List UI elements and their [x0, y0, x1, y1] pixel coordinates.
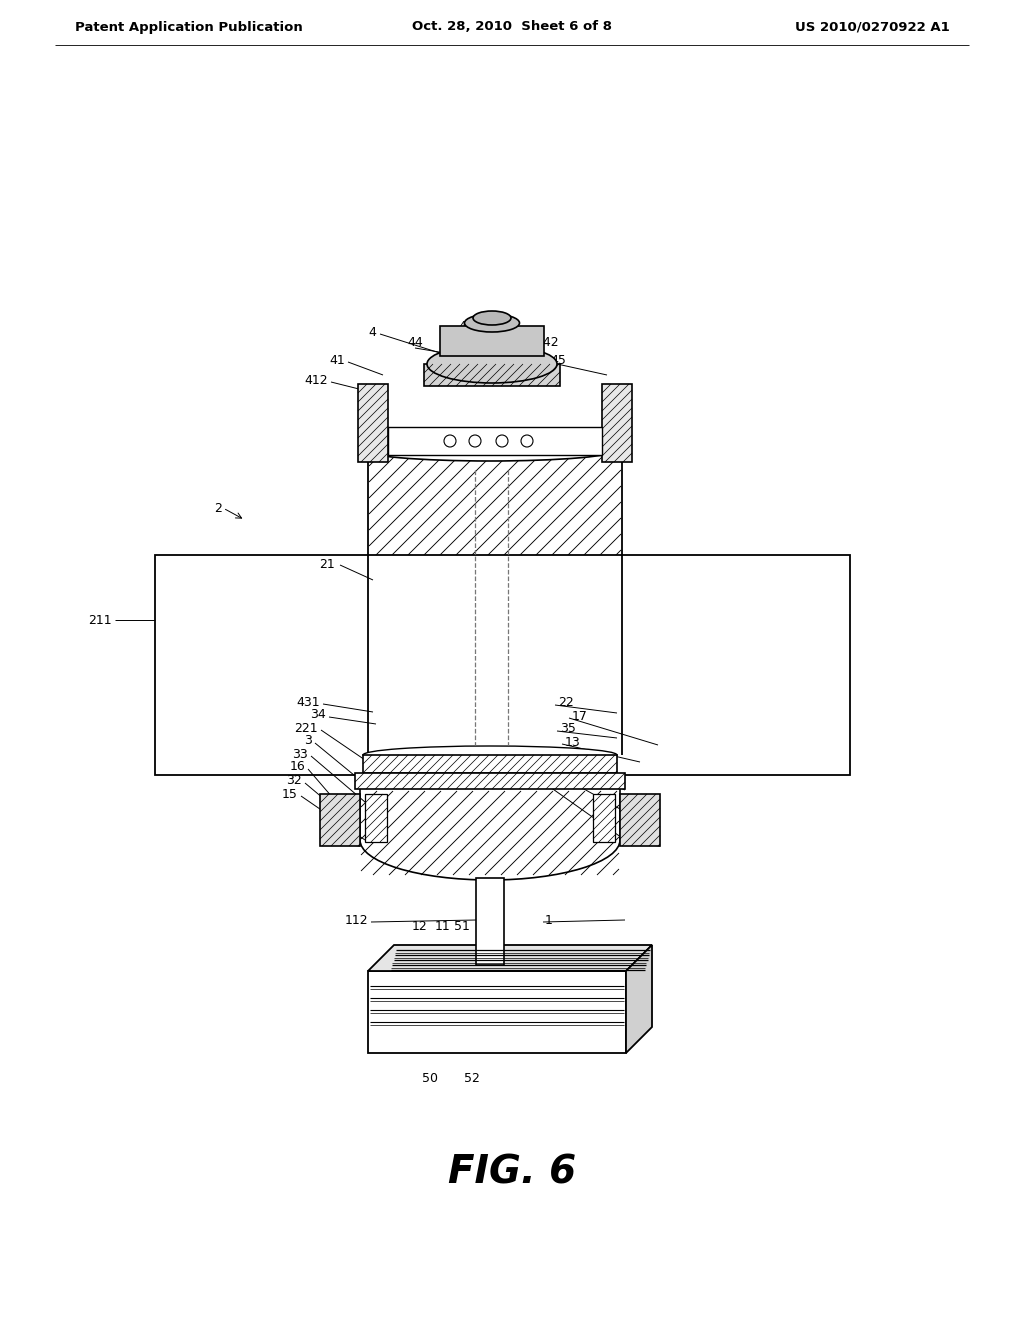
Bar — [365, 795, 387, 842]
Bar — [424, 364, 560, 385]
Bar — [388, 426, 602, 455]
Text: 21: 21 — [319, 558, 335, 572]
Text: 1: 1 — [545, 913, 553, 927]
Text: 41: 41 — [330, 354, 345, 367]
Text: 50: 50 — [422, 1072, 438, 1085]
Text: 35: 35 — [560, 722, 575, 735]
Text: 33: 33 — [292, 747, 308, 760]
Ellipse shape — [465, 314, 519, 333]
Text: US 2010/0270922 A1: US 2010/0270922 A1 — [796, 21, 950, 33]
Text: 14: 14 — [553, 779, 568, 792]
Text: 12: 12 — [412, 920, 428, 933]
Bar — [440, 326, 544, 356]
Text: 442: 442 — [535, 335, 559, 348]
Text: 412: 412 — [304, 374, 328, 387]
Bar — [358, 384, 388, 462]
Text: FIG. 6: FIG. 6 — [447, 1152, 577, 1191]
Text: 42: 42 — [447, 335, 463, 348]
Text: 112: 112 — [344, 913, 368, 927]
Bar — [476, 878, 504, 965]
Bar — [155, 554, 850, 775]
Text: 13: 13 — [565, 735, 581, 748]
Bar — [620, 795, 660, 846]
Ellipse shape — [473, 312, 511, 325]
Text: 22: 22 — [558, 697, 573, 710]
Text: 16: 16 — [289, 760, 305, 774]
Text: 15: 15 — [283, 788, 298, 800]
Text: 17: 17 — [572, 710, 588, 722]
Circle shape — [496, 436, 508, 447]
Text: 52: 52 — [464, 1072, 480, 1085]
Bar — [602, 384, 632, 462]
Bar — [319, 795, 360, 846]
Text: 443: 443 — [458, 321, 482, 334]
Bar — [362, 755, 617, 774]
Text: 2: 2 — [214, 502, 222, 515]
Text: 51: 51 — [454, 920, 470, 933]
Text: Patent Application Publication: Patent Application Publication — [75, 21, 303, 33]
Polygon shape — [626, 945, 652, 1053]
Text: 431: 431 — [296, 696, 319, 709]
Ellipse shape — [427, 345, 557, 383]
Text: 3: 3 — [304, 734, 312, 747]
Text: 34: 34 — [310, 709, 326, 722]
Bar — [593, 795, 615, 842]
Text: 211: 211 — [88, 614, 112, 627]
Circle shape — [469, 436, 481, 447]
Bar — [355, 774, 625, 789]
Polygon shape — [368, 945, 652, 972]
Text: 44: 44 — [408, 335, 423, 348]
Text: 36: 36 — [562, 750, 578, 763]
Text: Oct. 28, 2010  Sheet 6 of 8: Oct. 28, 2010 Sheet 6 of 8 — [412, 21, 612, 33]
Text: 221: 221 — [294, 722, 318, 734]
Ellipse shape — [362, 440, 617, 461]
Text: 45: 45 — [550, 354, 566, 367]
Text: 11: 11 — [435, 920, 451, 933]
Bar — [368, 972, 626, 1053]
Text: 4: 4 — [368, 326, 376, 338]
Text: 5: 5 — [575, 995, 583, 1008]
Text: 141: 141 — [558, 764, 582, 777]
Text: 32: 32 — [287, 775, 302, 788]
Ellipse shape — [362, 746, 617, 764]
Circle shape — [521, 436, 534, 447]
Circle shape — [444, 436, 456, 447]
